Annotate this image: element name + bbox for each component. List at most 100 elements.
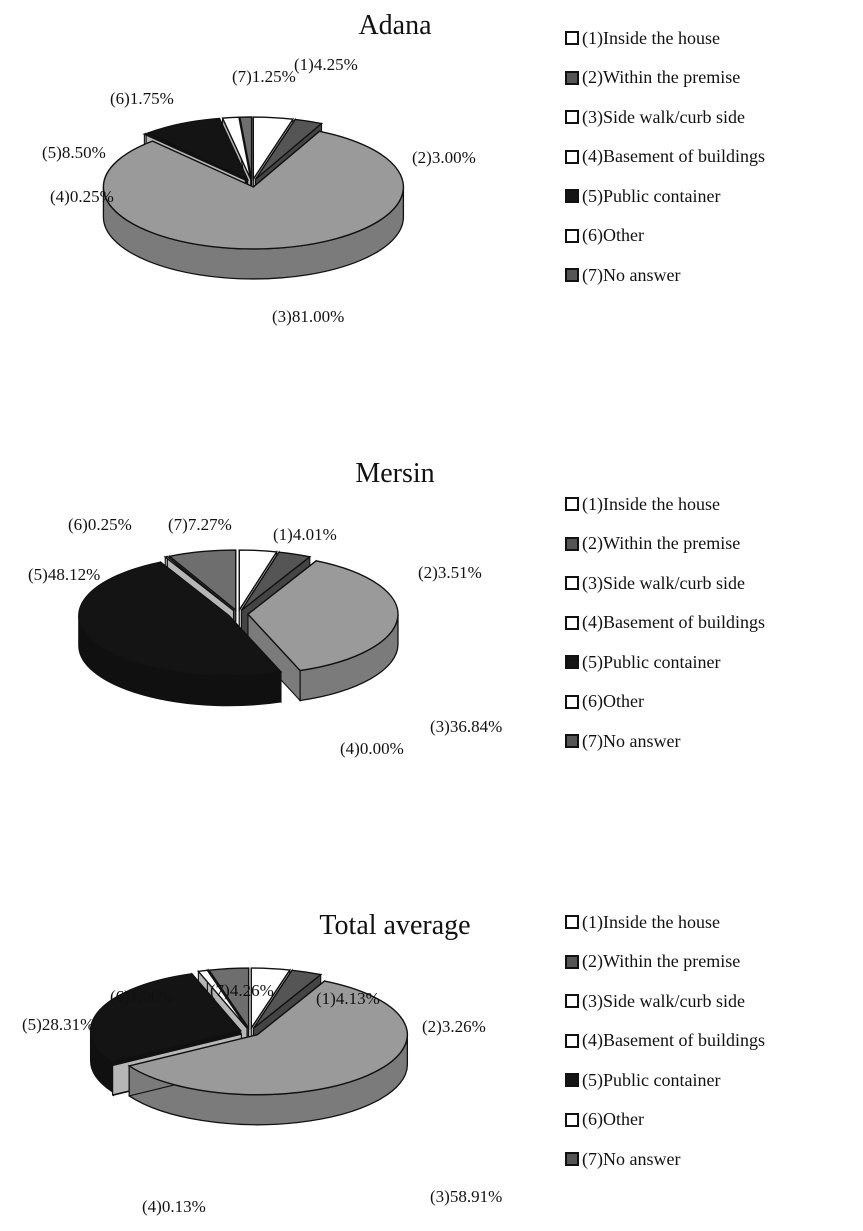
legend-item: (2)Within the premise — [565, 951, 765, 972]
legend-label: (6)Other — [582, 225, 644, 245]
pie-panel-mersin: Mersin (1)4.01% (2)3.51% (3)36.84% (4)0.00%… — [0, 440, 863, 810]
data-label: (6)1.75% — [110, 89, 174, 108]
data-label: (3)81.00% — [272, 307, 344, 326]
legend-label: (4)Basement of buildings — [582, 612, 765, 632]
legend-item: (6)Other — [565, 1109, 765, 1130]
legend-label: (4)Basement of buildings — [582, 146, 765, 166]
legend-label: (1)Inside the house — [582, 493, 720, 514]
pie-chart-total-average: (1)4.13% (2)3.26% (3)58.91% (4)0.13% (5)28.3… — [22, 967, 502, 1216]
data-label: (2)3.51% — [418, 563, 482, 582]
legend-swatch — [565, 536, 579, 551]
legend-item: (4)Basement of buildings — [565, 612, 765, 633]
legend-item: (1)Inside the house — [565, 912, 765, 932]
legend-item: (5)Public container — [565, 1070, 765, 1090]
legend: (1)Inside the house (2)Within the premis… — [565, 28, 765, 305]
legend-swatch — [565, 915, 579, 929]
legend-swatch — [565, 1152, 579, 1166]
legend-swatch — [565, 268, 579, 282]
legend-swatch — [565, 149, 579, 164]
legend: (1)Inside the house (2)Within the premis… — [565, 494, 765, 771]
data-label: (3)36.84% — [430, 717, 502, 736]
legend-swatch — [565, 734, 579, 748]
data-label: (7)4.26% — [210, 981, 274, 1000]
legend-swatch — [565, 1033, 579, 1048]
legend-item: (2)Within the premise — [565, 67, 765, 88]
legend-label: (2)Within the premise — [582, 67, 741, 87]
chart-title: Mersin — [355, 458, 435, 489]
pie-chart-adana: (1)4.25% (2)3.00% (3)81.00% (4)0.25% (5)8.50… — [42, 55, 476, 326]
legend-item: (3)Side walk/curb side — [565, 573, 765, 593]
data-label: (2)3.26% — [422, 1017, 486, 1036]
legend-label: (7)No answer — [582, 730, 681, 751]
data-label: (7)1.25% — [232, 67, 296, 86]
data-label: (1)4.01% — [273, 525, 337, 544]
legend-item: (1)Inside the house — [565, 494, 765, 514]
data-label: (5)8.50% — [42, 143, 106, 162]
chart-title: Total average — [319, 910, 471, 941]
data-label: (5)28.31% — [22, 1015, 94, 1034]
legend: (1)Inside the house (2)Within the premis… — [565, 912, 765, 1189]
legend-swatch — [565, 994, 579, 1008]
legend-label: (7)No answer — [582, 264, 681, 285]
legend-label: (3)Side walk/curb side — [582, 990, 745, 1011]
data-label: (1)4.25% — [294, 55, 358, 74]
legend-item: (7)No answer — [565, 1149, 765, 1169]
legend-label: (3)Side walk/curb side — [582, 572, 745, 593]
legend-item: (3)Side walk/curb side — [565, 991, 765, 1011]
data-label: (1)4.13% — [316, 989, 380, 1008]
legend-item: (7)No answer — [565, 731, 765, 751]
legend-swatch — [565, 110, 579, 124]
chart-title: Adana — [358, 10, 432, 41]
legend-item: (4)Basement of buildings — [565, 1030, 765, 1051]
legend-label: (6)Other — [582, 691, 644, 711]
slice-public-container — [78, 561, 283, 707]
legend-item: (1)Inside the house — [565, 28, 765, 48]
data-label: (6)1.00% — [110, 987, 174, 1006]
data-label: (6)0.25% — [68, 515, 132, 534]
legend-swatch — [565, 655, 579, 669]
legend-item: (3)Side walk/curb side — [565, 107, 765, 127]
legend-label: (1)Inside the house — [582, 27, 720, 48]
legend-item: (4)Basement of buildings — [565, 146, 765, 167]
legend-label: (5)Public container — [582, 185, 721, 206]
legend-label: (2)Within the premise — [582, 951, 741, 971]
legend-swatch — [565, 31, 579, 45]
slice-side-walk-curb-side — [102, 130, 405, 280]
legend-swatch — [565, 189, 579, 203]
legend-label: (4)Basement of buildings — [582, 1030, 765, 1050]
slice-side-walk-curb-side — [246, 559, 399, 702]
data-label: (3)58.91% — [430, 1187, 502, 1206]
legend-item: (5)Public container — [565, 186, 765, 206]
data-label: (2)3.00% — [412, 148, 476, 167]
legend-swatch — [565, 1073, 579, 1087]
data-label: (4)0.25% — [50, 187, 114, 206]
pie-chart-mersin: (1)4.01% (2)3.51% (3)36.84% (4)0.00% (5)48.1… — [28, 515, 502, 758]
legend-item: (6)Other — [565, 691, 765, 712]
legend-label: (5)Public container — [582, 651, 721, 672]
legend-label: (6)Other — [582, 1109, 644, 1129]
legend-swatch — [565, 694, 579, 709]
legend-swatch — [565, 228, 579, 243]
legend-swatch — [565, 954, 579, 969]
data-label: (4)0.13% — [142, 1197, 206, 1216]
legend-item: (7)No answer — [565, 265, 765, 285]
legend-item: (2)Within the premise — [565, 533, 765, 554]
legend-swatch — [565, 497, 579, 511]
slice-side-walk-curb-side — [127, 979, 409, 1126]
legend-item: (6)Other — [565, 225, 765, 246]
legend-item: (5)Public container — [565, 652, 765, 672]
legend-label: (5)Public container — [582, 1069, 721, 1090]
legend-swatch — [565, 70, 579, 85]
data-label: (5)48.12% — [28, 565, 100, 584]
pie-panel-total-average: Total average (1)4.13% (2)3.26% (3)58.91%(… — [0, 880, 863, 1231]
legend-label: (2)Within the premise — [582, 533, 741, 553]
legend-label: (7)No answer — [582, 1148, 681, 1169]
data-label: (7)7.27% — [168, 515, 232, 534]
data-label: (4)0.00% — [340, 739, 404, 758]
legend-swatch — [565, 576, 579, 590]
legend-label: (3)Side walk/curb side — [582, 106, 745, 127]
legend-label: (1)Inside the house — [582, 911, 720, 932]
legend-swatch — [565, 615, 579, 630]
pie-panel-adana: Adana (1)4.25% (2)3.00% (3)81.00% (4)0.25%(… — [0, 0, 863, 410]
legend-swatch — [565, 1112, 579, 1127]
